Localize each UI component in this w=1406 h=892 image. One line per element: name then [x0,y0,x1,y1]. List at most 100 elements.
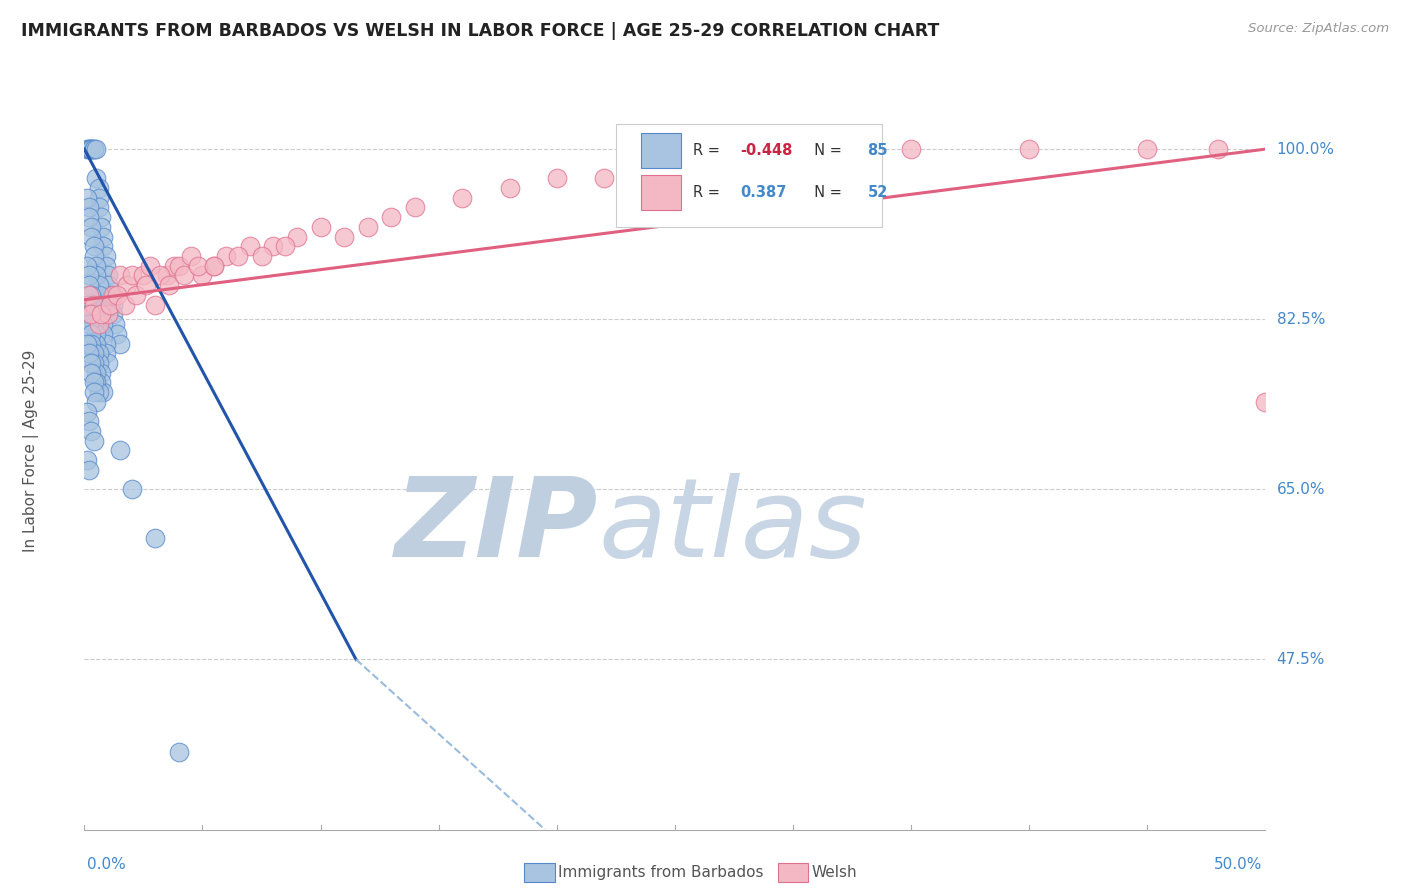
Point [167,259,190,273]
Point [76,404,98,418]
Point [91,326,114,341]
Point [77,463,100,477]
Point [180,249,202,263]
Point [84,366,107,380]
Point [83,317,105,331]
Point [163,259,186,273]
Point [77,414,100,428]
Point [1136,142,1159,156]
Point [87,356,110,370]
Point [156,268,179,283]
Point [76,259,98,273]
Point [121,483,143,497]
Point [139,259,162,273]
Point [87,288,110,302]
Point [91,239,114,253]
Point [87,278,110,293]
Point [108,268,131,283]
Point [285,229,308,244]
Point [115,278,138,293]
Point [80,307,103,321]
Point [83,376,105,390]
Point [84,395,107,409]
Point [77,142,100,156]
Point [83,356,105,370]
Point [76,453,98,467]
Point [83,142,105,156]
Point [1018,142,1040,156]
Point [593,171,616,186]
Point [91,317,114,331]
Point [380,210,402,224]
Point [250,249,273,263]
Point [101,298,124,312]
Point [83,385,105,400]
Text: 65.0%: 65.0% [1277,482,1324,497]
Point [357,219,380,234]
Point [87,317,110,331]
Point [1206,142,1229,156]
Text: 50.0%: 50.0% [1215,857,1263,872]
FancyBboxPatch shape [641,176,681,211]
Point [167,745,190,759]
Point [101,288,124,302]
Point [101,307,124,321]
Point [157,278,180,293]
Text: Immigrants from Barbados: Immigrants from Barbados [558,865,763,880]
Point [83,298,105,312]
Point [83,434,105,448]
Point [83,346,105,360]
Point [84,142,107,156]
Point [80,366,103,380]
Point [83,142,105,156]
Text: ZIP: ZIP [395,473,598,580]
Point [76,298,98,312]
Point [84,268,107,283]
Point [77,210,100,224]
Point [77,317,100,331]
Point [90,366,112,380]
Point [80,288,103,302]
Point [90,210,112,224]
Point [782,152,804,166]
Point [114,298,136,312]
FancyBboxPatch shape [641,133,681,168]
Point [546,171,568,186]
Point [132,268,155,283]
Point [135,278,157,293]
Text: 52: 52 [868,186,887,201]
Point [98,288,121,302]
Point [84,336,107,351]
Point [83,249,105,263]
Point [97,268,120,283]
Point [900,142,922,156]
Point [84,259,107,273]
Point [76,191,98,205]
Point [76,336,98,351]
Point [87,201,110,215]
Text: 0.387: 0.387 [740,186,786,201]
Point [77,142,100,156]
Text: atlas: atlas [598,473,866,580]
Point [91,385,114,400]
Point [77,346,100,360]
Point [90,219,112,234]
Point [309,219,332,234]
Text: IMMIGRANTS FROM BARBADOS VS WELSH IN LABOR FORCE | AGE 25-29 CORRELATION CHART: IMMIGRANTS FROM BARBADOS VS WELSH IN LAB… [21,22,939,40]
Point [1254,395,1277,409]
Point [202,259,225,273]
Point [80,336,103,351]
Point [84,326,107,341]
Point [215,249,238,263]
Point [80,219,103,234]
Point [77,278,100,293]
Point [77,201,100,215]
Text: 100.0%: 100.0% [1277,142,1334,157]
Point [143,298,166,312]
Point [83,307,105,321]
Text: R =: R = [693,186,724,201]
Point [80,424,103,438]
Point [87,191,110,205]
Point [80,298,103,312]
Point [333,229,356,244]
